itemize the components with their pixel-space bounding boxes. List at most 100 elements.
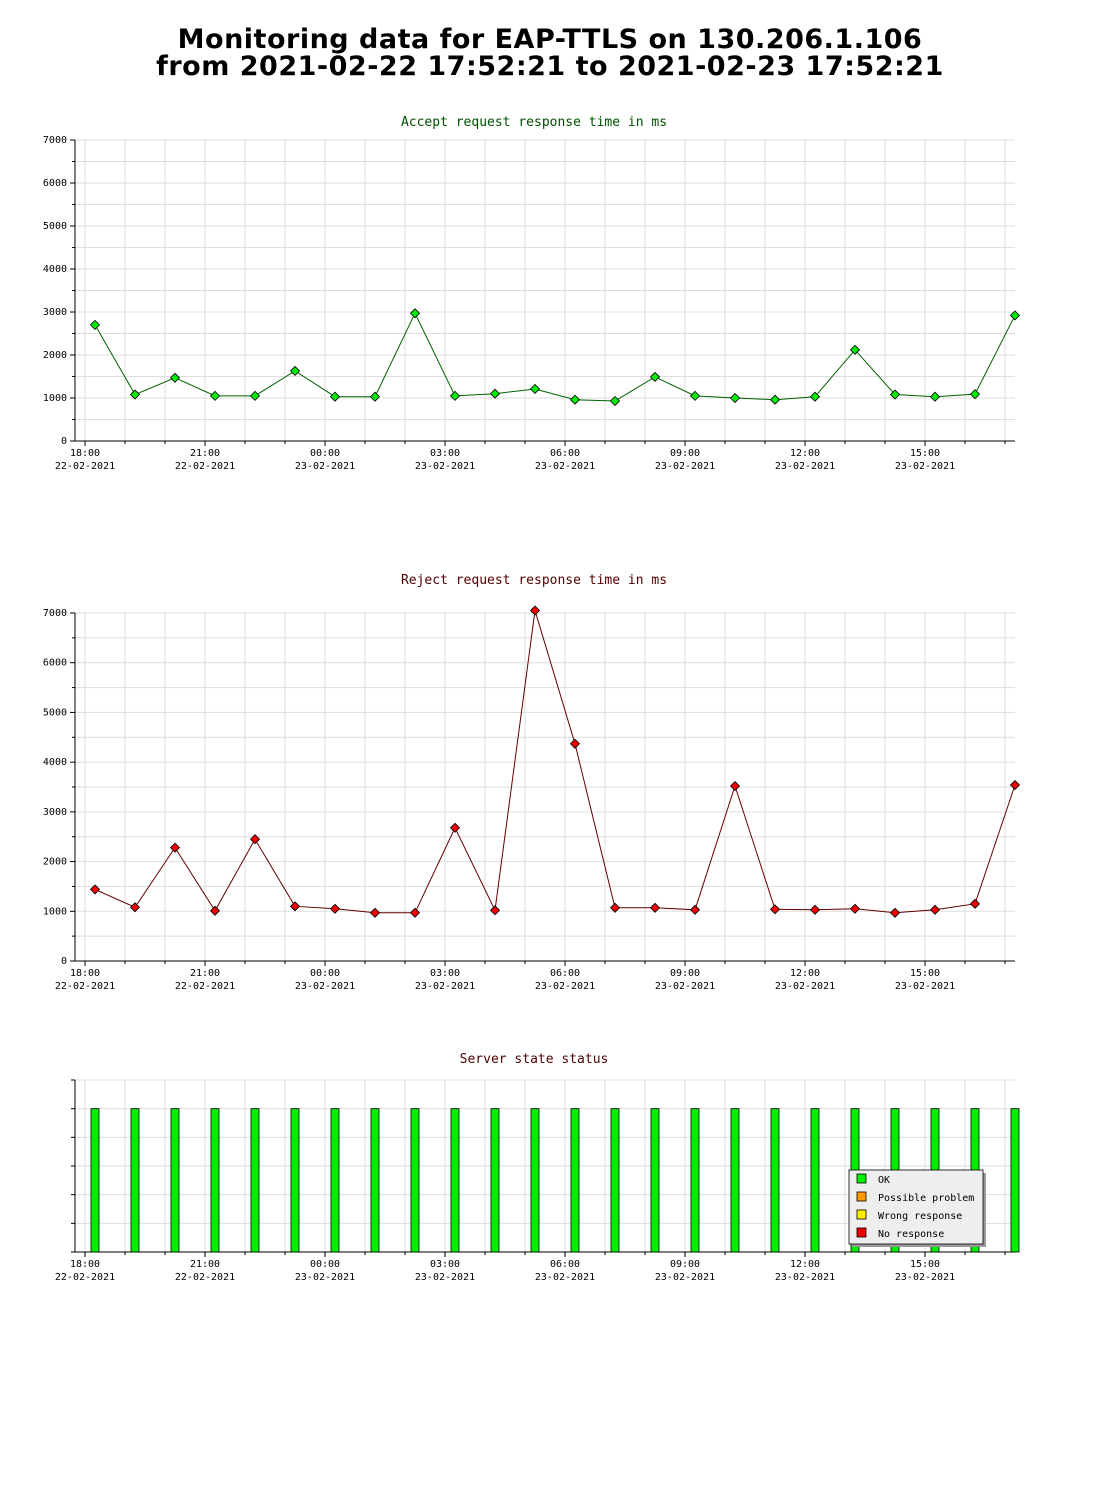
- data-point: [849, 344, 861, 355]
- data-point: [489, 388, 501, 399]
- x-tick-label-date: 23-02-2021: [895, 1272, 955, 1283]
- x-tick-label-date: 22-02-2021: [55, 461, 115, 472]
- y-tick-label: 5000: [43, 707, 67, 718]
- data-point: [289, 901, 301, 912]
- status-bar: [530, 1108, 540, 1253]
- status-bar: [490, 1108, 500, 1253]
- data-point: [369, 907, 381, 918]
- legend-label: No response: [878, 1229, 944, 1240]
- x-tick-label-time: 06:00: [550, 1259, 580, 1270]
- data-point: [809, 391, 821, 402]
- y-tick-label: 0: [61, 956, 67, 967]
- x-tick-label-date: 22-02-2021: [175, 461, 235, 472]
- legend-swatch: [856, 1209, 867, 1220]
- x-tick-label-date: 23-02-2021: [895, 981, 955, 992]
- data-point: [89, 319, 101, 330]
- data-point: [609, 902, 621, 913]
- series-line: [94, 312, 1016, 402]
- status-bar: [1010, 1108, 1020, 1253]
- data-point: [929, 391, 941, 402]
- x-tick-label-time: 00:00: [310, 1259, 340, 1270]
- y-tick-label: 5000: [43, 221, 67, 232]
- y-tick-label: 1000: [43, 393, 67, 404]
- data-point: [289, 365, 301, 376]
- y-tick-label: 3000: [43, 807, 67, 818]
- x-tick-label-time: 21:00: [190, 1259, 220, 1270]
- y-tick-label: 3000: [43, 307, 67, 318]
- legend-box: [848, 1169, 984, 1245]
- data-point: [929, 904, 941, 915]
- y-tick-label: 6000: [43, 658, 67, 669]
- x-tick-label-time: 09:00: [670, 1259, 700, 1270]
- x-tick-label-date: 23-02-2021: [295, 981, 355, 992]
- x-tick-label-time: 09:00: [670, 968, 700, 979]
- legend-swatch: [856, 1173, 867, 1184]
- data-point: [249, 390, 261, 401]
- x-tick-label-date: 22-02-2021: [175, 981, 235, 992]
- status-bar: [130, 1108, 140, 1253]
- x-tick-label-date: 23-02-2021: [295, 1272, 355, 1283]
- y-tick-label: 7000: [43, 135, 67, 146]
- page-title-line-2: from 2021-02-22 17:52:21 to 2021-02-23 1…: [156, 51, 944, 82]
- line-chart-reject: Reject request response time in ms 18:00 2…: [43, 573, 1021, 992]
- status-chart: Server state status 18:00 22-02-2021 21:00 2…: [55, 1052, 1020, 1283]
- data-point: [689, 904, 701, 915]
- x-tick-label-time: 00:00: [310, 448, 340, 459]
- y-tick-label: 2000: [43, 350, 67, 361]
- y-tick-label: 4000: [43, 264, 67, 275]
- x-tick-label-time: 21:00: [190, 968, 220, 979]
- data-point: [209, 905, 221, 916]
- chart-title: Accept request response time in ms: [401, 115, 667, 130]
- x-tick-label-time: 12:00: [790, 968, 820, 979]
- status-bar: [690, 1108, 700, 1253]
- y-tick-label: 0: [61, 436, 67, 447]
- x-tick-label-date: 23-02-2021: [655, 1272, 715, 1283]
- status-bar: [650, 1108, 660, 1253]
- data-point: [769, 394, 781, 405]
- x-tick-label-date: 23-02-2021: [415, 1272, 475, 1283]
- data-point: [249, 834, 261, 845]
- status-bar: [410, 1108, 420, 1253]
- data-point: [889, 907, 901, 918]
- data-point: [369, 391, 381, 402]
- x-tick-label-time: 18:00: [70, 1259, 100, 1270]
- status-bar: [770, 1108, 780, 1253]
- x-tick-label-date: 22-02-2021: [55, 981, 115, 992]
- data-point: [129, 902, 141, 913]
- legend-swatch: [856, 1227, 867, 1238]
- data-point: [449, 390, 461, 401]
- status-bar: [290, 1108, 300, 1253]
- data-point: [329, 391, 341, 402]
- data-point: [169, 842, 181, 853]
- data-point: [569, 394, 581, 405]
- x-tick-label-date: 23-02-2021: [775, 1272, 835, 1283]
- legend-swatch: [856, 1191, 867, 1202]
- data-point: [209, 390, 221, 401]
- y-tick-label: 6000: [43, 178, 67, 189]
- status-bar: [450, 1108, 460, 1253]
- status-bar: [210, 1108, 220, 1253]
- data-point: [129, 389, 141, 400]
- legend-label: OK: [878, 1175, 890, 1186]
- data-point: [489, 905, 501, 916]
- data-point: [529, 383, 541, 395]
- x-tick-label-time: 03:00: [430, 968, 460, 979]
- status-bar: [370, 1108, 380, 1253]
- x-tick-label-time: 06:00: [550, 968, 580, 979]
- x-tick-label-time: 15:00: [910, 448, 940, 459]
- x-tick-label-date: 23-02-2021: [295, 461, 355, 472]
- data-point: [449, 822, 461, 833]
- x-tick-label-time: 12:00: [790, 1259, 820, 1270]
- x-tick-label-date: 23-02-2021: [535, 461, 595, 472]
- x-tick-label-time: 15:00: [910, 968, 940, 979]
- status-bar: [170, 1108, 180, 1253]
- status-bar: [610, 1108, 620, 1253]
- data-point: [409, 308, 421, 319]
- chart-title: Server state status: [460, 1052, 609, 1067]
- x-tick-label-time: 18:00: [70, 968, 100, 979]
- x-tick-label-date: 22-02-2021: [55, 1272, 115, 1283]
- data-point: [649, 902, 661, 913]
- data-point: [609, 395, 621, 407]
- data-point: [1009, 310, 1021, 321]
